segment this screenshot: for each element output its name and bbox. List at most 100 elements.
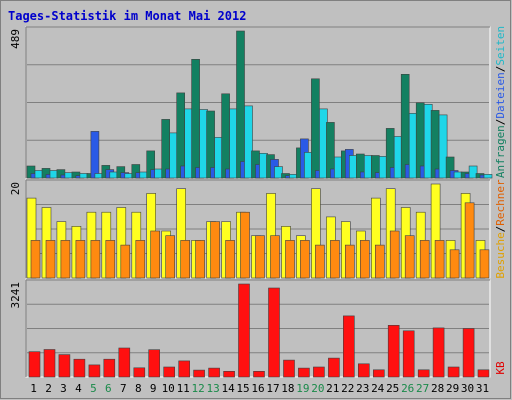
bar-rechner-day-5 bbox=[90, 240, 101, 279]
x-tick-label-19: 19 bbox=[296, 382, 309, 395]
x-tick-label-5: 5 bbox=[90, 382, 97, 395]
bar-rechner-day-8 bbox=[135, 240, 146, 279]
x-tick-label-8: 8 bbox=[135, 382, 142, 395]
x-tick-label-1: 1 bbox=[30, 382, 37, 395]
legend-middle-part-2: Rechner bbox=[494, 179, 507, 226]
x-tick-label-29: 29 bbox=[446, 382, 459, 395]
x-tick-label-3: 3 bbox=[60, 382, 67, 395]
bar-rechner-day-7 bbox=[120, 244, 131, 279]
bar-kb-day-24 bbox=[372, 369, 385, 378]
bar-anfragen-day-11 bbox=[176, 92, 185, 179]
bar-anfragen-day-15 bbox=[236, 30, 245, 179]
x-tick-label-17: 17 bbox=[266, 382, 279, 395]
bar-rechner-day-26 bbox=[404, 235, 415, 279]
legend-top-part-1: / bbox=[494, 119, 507, 126]
x-tick-label-31: 31 bbox=[476, 382, 489, 395]
bar-anfragen-day-12 bbox=[191, 58, 200, 179]
x-tick-label-9: 9 bbox=[150, 382, 157, 395]
bar-rechner-day-21 bbox=[330, 240, 340, 279]
bar-kb-day-23 bbox=[357, 363, 370, 378]
bar-rechner-day-18 bbox=[285, 240, 295, 279]
bar-rechner-day-24 bbox=[374, 244, 385, 279]
bar-kb-day-10 bbox=[163, 366, 175, 378]
legend-top-part-4: Seiten bbox=[494, 26, 507, 66]
x-tick-label-24: 24 bbox=[371, 382, 385, 395]
bar-rechner-day-13 bbox=[210, 221, 220, 279]
x-tick-label-26: 26 bbox=[401, 382, 414, 395]
bar-rechner-day-15 bbox=[240, 211, 250, 279]
x-tick-label-18: 18 bbox=[281, 382, 294, 395]
bar-rechner-day-4 bbox=[75, 240, 86, 279]
bar-kb-day-5 bbox=[88, 364, 101, 378]
bar-kb-day-25 bbox=[387, 324, 400, 378]
bar-kb-day-26 bbox=[402, 330, 415, 378]
bar-rechner-day-16 bbox=[255, 235, 265, 279]
bar-kb-day-6 bbox=[103, 358, 116, 378]
legend-middle-part-1: / bbox=[494, 226, 507, 233]
legend-bottom-part-0: KB bbox=[494, 361, 507, 375]
bar-anfragen-day-14 bbox=[221, 93, 230, 179]
x-tick-label-30: 30 bbox=[461, 382, 474, 395]
bar-rechner-day-11 bbox=[180, 240, 190, 279]
x-tick-label-20: 20 bbox=[311, 382, 324, 395]
bar-dateien-day-5 bbox=[90, 131, 100, 179]
bar-rechner-day-9 bbox=[150, 230, 160, 279]
x-tick-label-22: 22 bbox=[341, 382, 354, 395]
bar-kb-day-16 bbox=[253, 370, 265, 378]
x-tick-label-4: 4 bbox=[75, 382, 82, 395]
bar-kb-day-12 bbox=[193, 369, 205, 378]
x-tick-label-16: 16 bbox=[251, 382, 264, 395]
bar-kb-day-29 bbox=[447, 366, 460, 378]
bar-kb-day-22 bbox=[342, 315, 355, 378]
x-tick-label-12: 12 bbox=[191, 382, 204, 395]
x-tick-label-27: 27 bbox=[416, 382, 429, 395]
x-tick-label-7: 7 bbox=[120, 382, 127, 395]
bar-kb-day-17 bbox=[268, 287, 280, 378]
bar-kb-day-1 bbox=[28, 351, 41, 378]
bar-kb-day-30 bbox=[462, 328, 475, 378]
bar-kb-day-27 bbox=[417, 369, 430, 378]
x-tick-label-14: 14 bbox=[221, 382, 235, 395]
bar-rechner-day-31 bbox=[479, 249, 490, 279]
bar-rechner-day-10 bbox=[165, 235, 175, 279]
legend-middle: Besuche/Rechner bbox=[494, 179, 507, 279]
bar-kb-day-20 bbox=[313, 366, 325, 378]
y-max-label-middle: 20 bbox=[9, 182, 22, 195]
bar-rechner-day-20 bbox=[315, 244, 325, 279]
bar-seiten-day-15 bbox=[244, 105, 253, 179]
x-tick-label-28: 28 bbox=[431, 382, 444, 395]
bar-rechner-day-2 bbox=[45, 240, 56, 279]
bar-anfragen-day-20 bbox=[311, 78, 320, 179]
bar-rechner-day-30 bbox=[464, 202, 475, 279]
bar-rechner-day-27 bbox=[419, 240, 430, 279]
bar-seiten-day-28 bbox=[438, 114, 448, 179]
bar-kb-day-18 bbox=[283, 359, 295, 378]
x-tick-label-21: 21 bbox=[326, 382, 339, 395]
bar-kb-day-2 bbox=[43, 349, 56, 378]
y-max-label-top: 489 bbox=[9, 29, 22, 49]
bar-rechner-day-25 bbox=[389, 230, 400, 279]
bar-rechner-day-19 bbox=[300, 240, 310, 279]
bar-rechner-day-17 bbox=[270, 235, 280, 279]
x-tick-label-25: 25 bbox=[386, 382, 399, 395]
bar-anfragen-day-28 bbox=[430, 110, 440, 179]
bar-rechner-day-12 bbox=[195, 240, 205, 279]
bar-seiten-day-30 bbox=[468, 165, 478, 179]
legend-top-part-2: Dateien bbox=[494, 72, 507, 118]
bar-kb-day-3 bbox=[58, 354, 71, 378]
x-tick-label-15: 15 bbox=[236, 382, 249, 395]
bar-rechner-day-29 bbox=[449, 249, 460, 279]
bar-kb-day-19 bbox=[298, 367, 310, 378]
bar-seiten-day-17 bbox=[274, 166, 283, 179]
bar-kb-day-31 bbox=[477, 369, 490, 378]
legend-bottom: KB bbox=[494, 361, 507, 375]
y-max-label-bottom: 3241 bbox=[9, 282, 22, 309]
bar-kb-day-9 bbox=[148, 349, 160, 378]
x-tick-label-11: 11 bbox=[177, 382, 190, 395]
bar-kb-day-7 bbox=[118, 347, 131, 378]
bar-rechner-day-23 bbox=[359, 240, 370, 279]
bar-kb-day-28 bbox=[432, 327, 445, 378]
legend-top: Anfragen/Dateien/Seiten bbox=[494, 26, 507, 178]
x-tick-label-2: 2 bbox=[45, 382, 52, 395]
